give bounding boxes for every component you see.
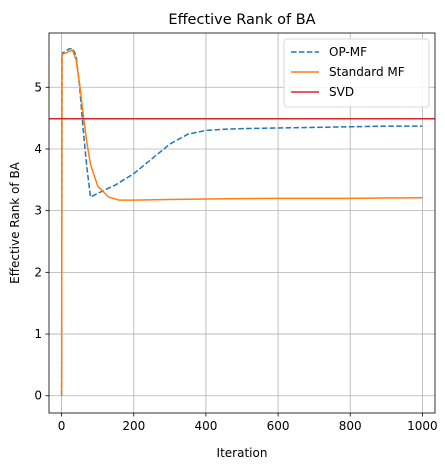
x-tick-label: 600 <box>267 419 290 433</box>
x-tick-label: 200 <box>122 419 145 433</box>
legend-label: Standard MF <box>329 65 405 79</box>
x-tick-label: 0 <box>58 419 66 433</box>
y-axis-ticks: 0 1 2 3 4 5 <box>34 80 49 403</box>
y-axis-title: Effective Rank of BA <box>8 161 22 284</box>
x-axis-ticks: 0 200 400 600 800 1000 <box>58 413 438 433</box>
y-tick-label: 0 <box>34 389 42 403</box>
y-tick-label: 1 <box>34 327 42 341</box>
standard-mf-line <box>60 49 423 396</box>
x-tick-label: 1000 <box>407 419 438 433</box>
x-tick-label: 400 <box>194 419 217 433</box>
y-tick-label: 2 <box>34 265 42 279</box>
plot-lines <box>49 47 435 396</box>
legend-label: SVD <box>329 85 354 99</box>
plot-frame <box>48 32 436 414</box>
legend-box <box>283 38 430 108</box>
y-tick-label: 3 <box>34 204 42 218</box>
legend-label: OP-MF <box>329 45 367 59</box>
legend: OP-MF Standard MF SVD <box>283 38 430 108</box>
chart-title: Effective Rank of BA <box>168 12 315 28</box>
y-tick-label: 4 <box>34 142 42 156</box>
x-axis-title: Iteration <box>217 446 268 460</box>
op-mf-line <box>60 47 423 396</box>
y-tick-label: 5 <box>34 80 42 94</box>
x-tick-label: 800 <box>339 419 362 433</box>
